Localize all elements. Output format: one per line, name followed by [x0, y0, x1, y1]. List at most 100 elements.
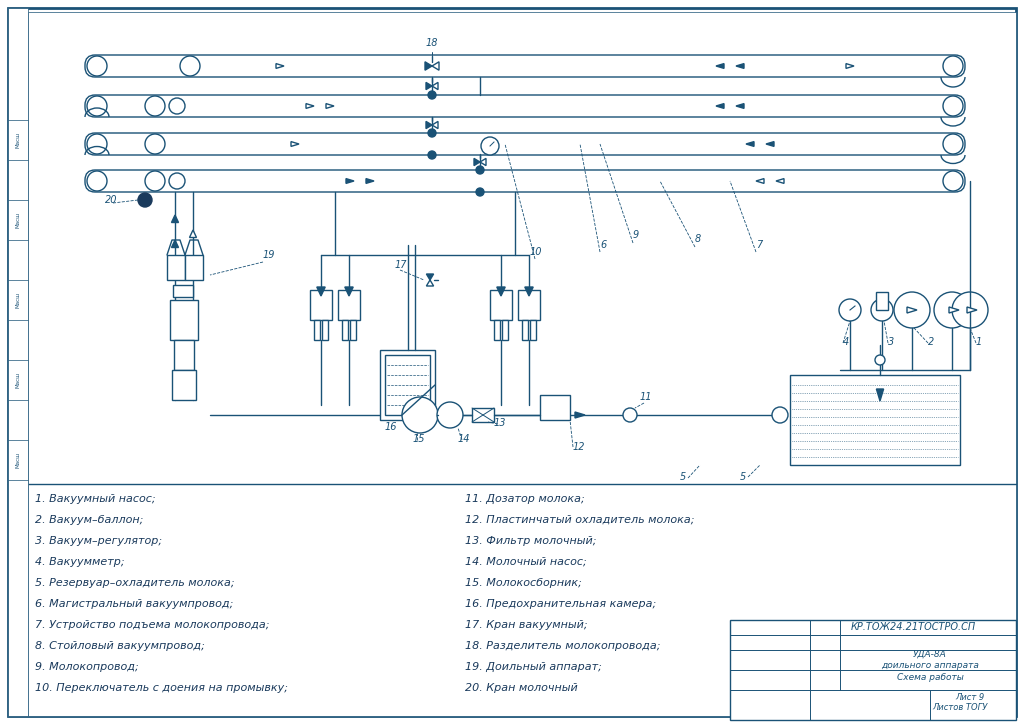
Text: 19: 19: [263, 250, 275, 260]
Polygon shape: [846, 64, 854, 68]
Circle shape: [943, 56, 963, 76]
Bar: [8, 280, 28, 320]
Polygon shape: [426, 83, 432, 90]
Bar: [314, 320, 319, 340]
Polygon shape: [474, 159, 480, 166]
Polygon shape: [426, 274, 433, 280]
Text: 9. Молокопровод;: 9. Молокопровод;: [35, 662, 138, 672]
Circle shape: [402, 397, 438, 433]
Polygon shape: [345, 287, 353, 296]
Circle shape: [87, 134, 106, 154]
Polygon shape: [426, 122, 432, 129]
Text: 5. Резервуар–охладитель молока;: 5. Резервуар–охладитель молока;: [35, 578, 234, 588]
Text: 3: 3: [888, 337, 894, 347]
Bar: [472, 408, 494, 422]
FancyBboxPatch shape: [85, 55, 965, 77]
Bar: [8, 440, 28, 480]
Text: 19. Доильный аппарат;: 19. Доильный аппарат;: [465, 662, 602, 672]
Circle shape: [874, 355, 885, 365]
Circle shape: [169, 173, 185, 189]
Bar: [518, 290, 540, 320]
Bar: [540, 395, 570, 420]
Text: 15: 15: [413, 434, 426, 444]
Polygon shape: [907, 307, 918, 313]
Circle shape: [87, 171, 106, 191]
Bar: [8, 120, 28, 160]
Bar: [730, 620, 1016, 720]
Polygon shape: [756, 179, 764, 183]
Polygon shape: [326, 104, 334, 109]
Text: 9: 9: [633, 230, 639, 240]
Polygon shape: [189, 230, 197, 237]
Text: Масш: Масш: [15, 132, 20, 148]
Polygon shape: [716, 104, 724, 109]
Polygon shape: [736, 64, 744, 68]
Polygon shape: [171, 240, 178, 248]
Bar: [8, 200, 28, 240]
Text: 13. Фильтр молочный;: 13. Фильтр молочный;: [465, 536, 597, 546]
Circle shape: [476, 188, 484, 196]
Polygon shape: [497, 287, 505, 296]
Text: 13: 13: [494, 418, 507, 428]
Circle shape: [871, 299, 893, 321]
Bar: [522, 320, 528, 340]
Text: УДА-8А: УДА-8А: [913, 650, 947, 659]
Polygon shape: [575, 412, 585, 418]
Circle shape: [943, 134, 963, 154]
Circle shape: [481, 137, 499, 155]
Text: 7: 7: [756, 240, 762, 250]
Polygon shape: [480, 159, 486, 166]
Text: 16: 16: [385, 422, 397, 432]
Text: Масш: Масш: [15, 452, 20, 468]
Polygon shape: [736, 104, 744, 109]
Polygon shape: [306, 104, 314, 109]
Bar: [540, 395, 570, 420]
Text: 5: 5: [740, 472, 746, 482]
Text: Масш: Масш: [15, 292, 20, 308]
Circle shape: [145, 96, 165, 116]
Bar: [185, 255, 203, 280]
Polygon shape: [949, 307, 959, 313]
Polygon shape: [524, 287, 534, 296]
Circle shape: [894, 292, 930, 328]
Text: 11: 11: [640, 392, 652, 402]
Text: Лист 9: Лист 9: [955, 693, 985, 702]
Text: 20: 20: [105, 195, 118, 205]
Bar: [876, 292, 888, 310]
Circle shape: [428, 151, 436, 159]
Circle shape: [145, 171, 165, 191]
Bar: [8, 8, 28, 716]
Circle shape: [428, 91, 436, 99]
Text: 17: 17: [395, 260, 408, 270]
Polygon shape: [291, 142, 299, 146]
Bar: [342, 320, 348, 340]
Circle shape: [476, 166, 484, 174]
Circle shape: [943, 171, 963, 191]
Text: 14. Молочный насос;: 14. Молочный насос;: [465, 557, 587, 567]
Circle shape: [952, 292, 988, 328]
FancyBboxPatch shape: [85, 95, 965, 117]
Circle shape: [87, 56, 106, 76]
Text: 2. Вакуум–баллон;: 2. Вакуум–баллон;: [35, 515, 143, 525]
Polygon shape: [746, 142, 754, 146]
Circle shape: [145, 134, 165, 154]
Bar: [174, 340, 194, 370]
Polygon shape: [877, 389, 884, 401]
Bar: [790, 375, 961, 465]
Polygon shape: [432, 62, 439, 70]
Text: 6: 6: [600, 240, 606, 250]
Text: 15. Молокосборник;: 15. Молокосборник;: [465, 578, 582, 588]
Text: 4. Вакуумметр;: 4. Вакуумметр;: [35, 557, 125, 567]
Text: 12. Пластинчатый охладитель молока;: 12. Пластинчатый охладитель молока;: [465, 515, 694, 525]
Bar: [167, 255, 185, 280]
Circle shape: [437, 402, 463, 428]
Text: 14: 14: [458, 434, 470, 444]
Text: 20. Кран молочный: 20. Кран молочный: [465, 683, 578, 693]
Circle shape: [623, 408, 637, 422]
FancyBboxPatch shape: [85, 133, 965, 155]
Text: доильного аппарата: доильного аппарата: [881, 661, 979, 670]
Polygon shape: [716, 64, 724, 68]
Text: 17. Кран вакуумный;: 17. Кран вакуумный;: [465, 620, 588, 630]
FancyBboxPatch shape: [85, 170, 965, 192]
Text: 12: 12: [573, 442, 586, 452]
